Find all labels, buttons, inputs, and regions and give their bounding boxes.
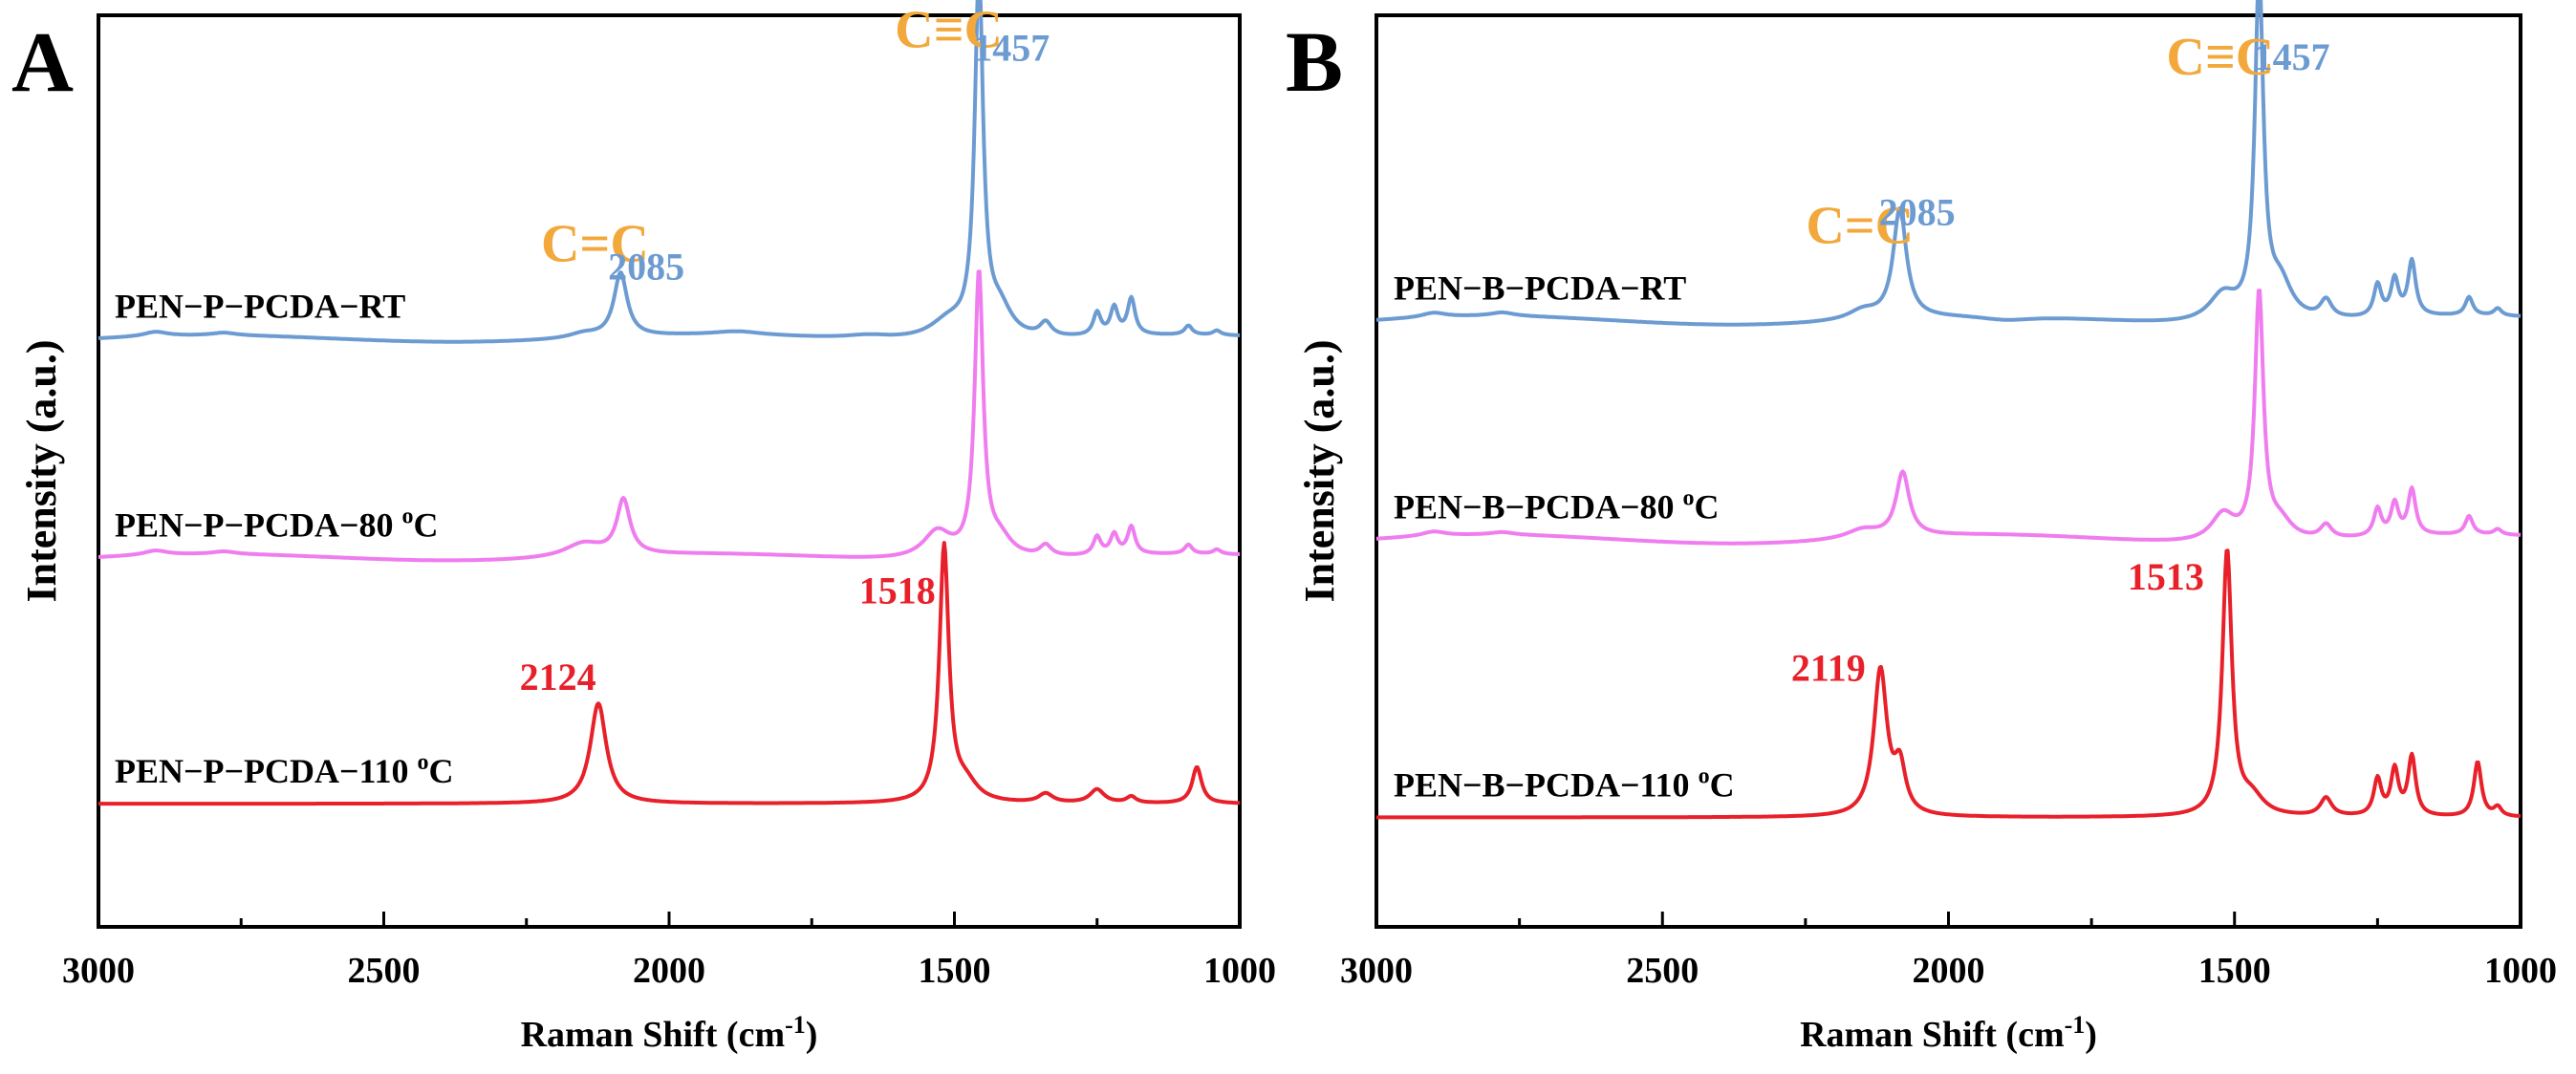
y-axis-label: Intensity (a.u.) xyxy=(1296,339,1343,602)
x-tick-label: 2000 xyxy=(633,951,705,991)
bond-annotation: C=C xyxy=(541,215,649,274)
peak-annotation: 1518 xyxy=(859,569,936,612)
peak-annotation: 1457 xyxy=(973,27,1050,70)
series-label: PEN−P−PCDA−110 oC xyxy=(115,750,454,790)
series-label: PEN−P−PCDA−RT xyxy=(115,288,405,326)
x-tick-label: 3000 xyxy=(62,951,135,991)
panel-label: B xyxy=(1286,15,1343,110)
peak-annotation: 1457 xyxy=(2254,35,2330,78)
series-line-1 xyxy=(1375,289,2522,546)
x-tick-label: 1000 xyxy=(1203,951,1276,991)
bond-annotation: C≡C xyxy=(2166,28,2274,87)
panel-label: A xyxy=(11,15,74,110)
series-line-0 xyxy=(97,0,1241,344)
series-line-1 xyxy=(97,269,1241,563)
chart-panel-b: 3000 2500 2000 1500 1000 Raman Shift (cm-1) In… xyxy=(1286,0,2557,1055)
peak-annotation: 2119 xyxy=(1791,646,1866,689)
peak-annotation: 2085 xyxy=(608,246,684,289)
series-label: PEN−B−PCDA−110 oC xyxy=(1394,764,1735,805)
peak-annotation: 1513 xyxy=(2128,555,2204,598)
x-tick-label: 3000 xyxy=(1340,951,1413,991)
peak-annotation: 2085 xyxy=(1879,190,1956,233)
series-line-2 xyxy=(1375,548,2522,820)
series-label: PEN−B−PCDA−RT xyxy=(1394,269,1686,308)
x-tick-label: 1500 xyxy=(2198,951,2271,991)
x-tick-label: 1500 xyxy=(919,951,991,991)
bond-annotation: C=C xyxy=(1806,197,1914,256)
chart-panel-a: 3000 2500 2000 1500 1000 Raman Shift (cm-1) In… xyxy=(11,0,1276,1055)
bond-annotation: C≡C xyxy=(895,0,1003,59)
x-axis-label: Raman Shift (cm-1) xyxy=(1800,1011,2097,1055)
x-tick-label: 2500 xyxy=(1626,951,1699,991)
series-label: PEN−B−PCDA−80 oC xyxy=(1394,486,1720,526)
x-tick-label: 2500 xyxy=(348,951,421,991)
x-axis-label: Raman Shift (cm-1) xyxy=(521,1011,818,1055)
series-line-2 xyxy=(97,541,1241,806)
x-tick-label: 1000 xyxy=(2484,951,2557,991)
x-tick-label: 2000 xyxy=(1913,951,1985,991)
series-label: PEN−P−PCDA−80 oC xyxy=(115,505,439,545)
series-line-0 xyxy=(1375,0,2522,327)
y-axis-label: Intensity (a.u.) xyxy=(18,339,65,602)
peak-annotation: 2124 xyxy=(520,655,596,698)
